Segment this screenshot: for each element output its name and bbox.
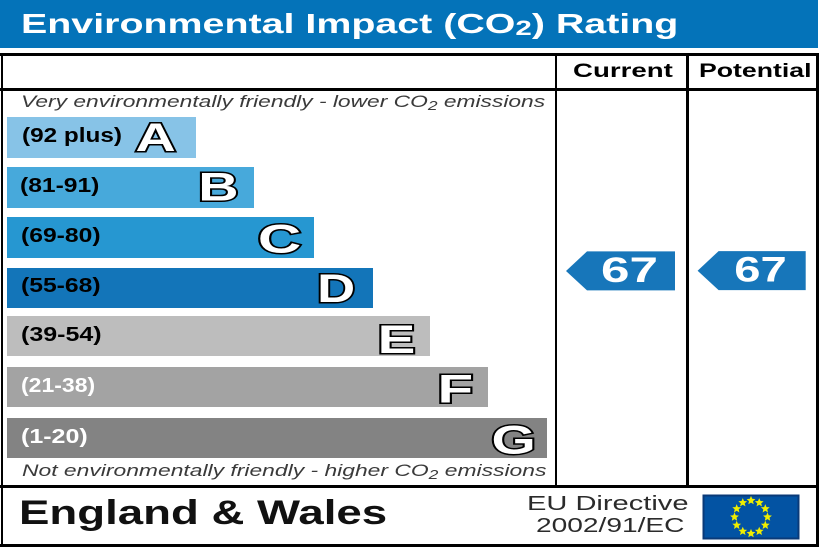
svg-text:D: D [317,267,355,311]
svg-text:67: 67 [734,251,787,290]
svg-text:B: B [198,165,238,209]
svg-text:67: 67 [601,251,658,290]
svg-text:A: A [136,116,176,160]
svg-text:E: E [378,318,416,362]
svg-text:C: C [258,217,301,261]
svg-text:F: F [438,367,474,411]
svg-text:G: G [492,418,536,462]
